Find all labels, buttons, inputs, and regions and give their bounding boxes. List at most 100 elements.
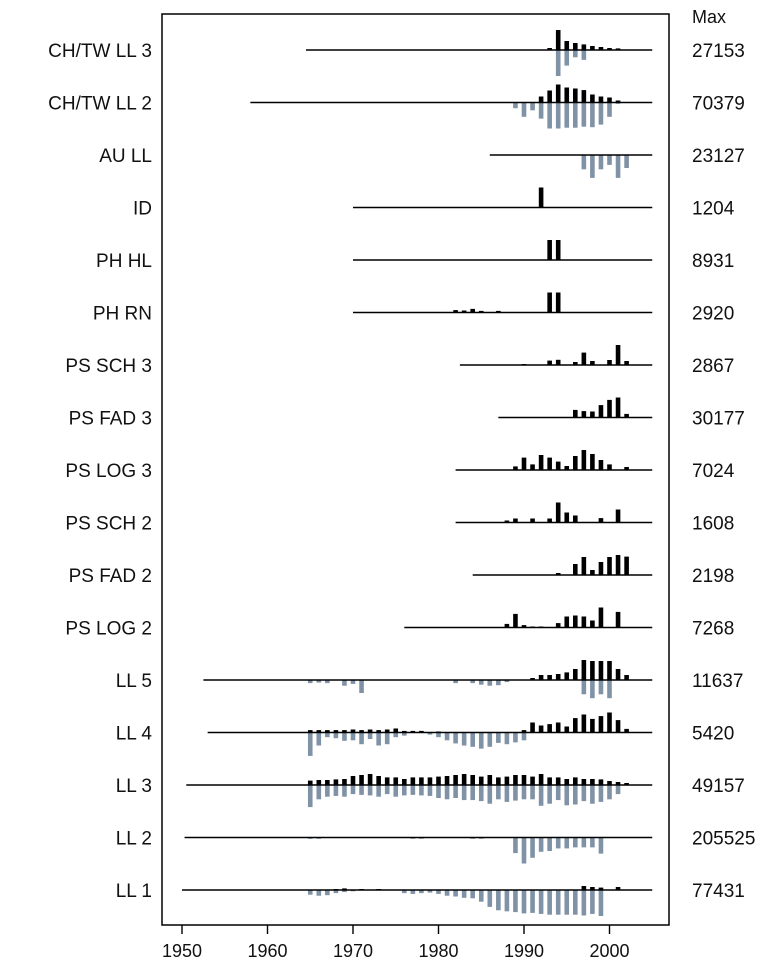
positive-bar [624, 675, 629, 680]
negative-bar [573, 890, 578, 915]
negative-bar [598, 102, 604, 125]
x-tick-label: 1970 [333, 941, 373, 961]
positive-bar [547, 777, 552, 785]
negative-bar [487, 732, 493, 747]
positive-bar [590, 454, 595, 470]
series-max-value: 77431 [692, 881, 745, 902]
positive-bar [581, 44, 587, 50]
positive-bar [555, 722, 561, 733]
negative-bar [470, 732, 475, 747]
negative-bar [590, 102, 595, 128]
negative-bar [555, 102, 561, 129]
negative-bar [325, 732, 330, 738]
negative-bar [316, 680, 322, 683]
negative-bar [350, 680, 356, 684]
positive-bar [590, 94, 595, 103]
positive-bar [547, 90, 552, 103]
positive-bar [530, 464, 535, 470]
negative-bar [530, 785, 535, 800]
negative-bar [598, 890, 604, 916]
series-label: ID [133, 199, 152, 220]
negative-bar [350, 732, 356, 741]
negative-bar [307, 785, 313, 808]
positive-bar [581, 779, 587, 785]
negative-bar [521, 837, 527, 864]
positive-bar [393, 777, 399, 785]
x-axis: 1950 1960 1970 1980 1990 2000 [162, 925, 630, 961]
series-max-value: 7268 [692, 619, 734, 640]
positive-bar [573, 456, 578, 470]
positive-bar [538, 455, 544, 470]
positive-bar [538, 675, 544, 680]
negative-bar [530, 837, 535, 858]
positive-bar [590, 661, 595, 680]
positive-bar [607, 360, 612, 365]
positive-bar [607, 399, 612, 418]
positive-bar [590, 46, 595, 50]
negative-bar [427, 890, 433, 893]
positive-bar [350, 729, 356, 733]
negative-bar [496, 785, 501, 800]
positive-bar [513, 518, 518, 523]
negative-bar [513, 785, 518, 801]
series-label: PS SCH 3 [65, 356, 152, 377]
positive-bar [624, 361, 629, 365]
positive-bar [555, 84, 561, 103]
negative-bar [350, 785, 356, 795]
positive-bar [427, 777, 433, 785]
positive-bar [564, 779, 570, 785]
positive-bar [461, 310, 467, 313]
positive-bar [530, 722, 535, 733]
positive-bar [590, 411, 595, 418]
positive-bar [564, 466, 570, 470]
negative-bar [607, 102, 612, 117]
series-max-value: 7024 [692, 461, 735, 482]
positive-bar [359, 775, 364, 785]
positive-bar [581, 886, 587, 890]
negative-bar [615, 155, 621, 178]
series-max-value: 30177 [692, 409, 745, 430]
positive-bar [581, 714, 587, 733]
negative-bar [538, 785, 544, 806]
positive-bar [342, 779, 347, 785]
series-max-value: 8931 [692, 251, 734, 272]
positive-bar [521, 775, 527, 785]
positive-bar [615, 397, 621, 418]
negative-bar [478, 680, 484, 685]
positive-bar [376, 776, 381, 785]
positive-bar [624, 413, 629, 418]
positive-bar [590, 570, 595, 575]
negative-bar [598, 785, 604, 802]
positive-bar [384, 729, 390, 733]
positive-bar [547, 48, 552, 50]
negative-bar [607, 680, 612, 699]
positive-bar [487, 775, 493, 785]
negative-bar [316, 890, 322, 896]
negative-bar [573, 50, 578, 58]
series-max-value: 5420 [692, 724, 734, 745]
positive-bar [547, 240, 552, 260]
positive-bar [573, 43, 578, 50]
negative-bar [427, 732, 433, 735]
negative-bar [598, 155, 604, 170]
negative-bar [461, 732, 467, 746]
negative-bar [487, 890, 493, 907]
x-tick-label: 1950 [162, 941, 202, 961]
negative-bar [564, 837, 570, 849]
negative-bar [487, 680, 493, 686]
negative-bar [564, 785, 570, 806]
positive-bar [325, 730, 330, 733]
negative-bar [530, 102, 535, 111]
series-label: LL 2 [116, 829, 152, 850]
negative-bar [444, 732, 450, 741]
negative-bar [555, 50, 561, 76]
negative-bar [496, 732, 501, 743]
negative-bar [555, 837, 561, 849]
negative-bar [376, 785, 381, 797]
series-row: PS LOG 2 7268 [65, 607, 734, 640]
series-row: LL 4 5420 [116, 712, 734, 756]
positive-bar [615, 720, 621, 733]
positive-bar [513, 775, 518, 785]
series-label: PS LOG 2 [65, 619, 152, 640]
positive-bar [624, 467, 629, 470]
